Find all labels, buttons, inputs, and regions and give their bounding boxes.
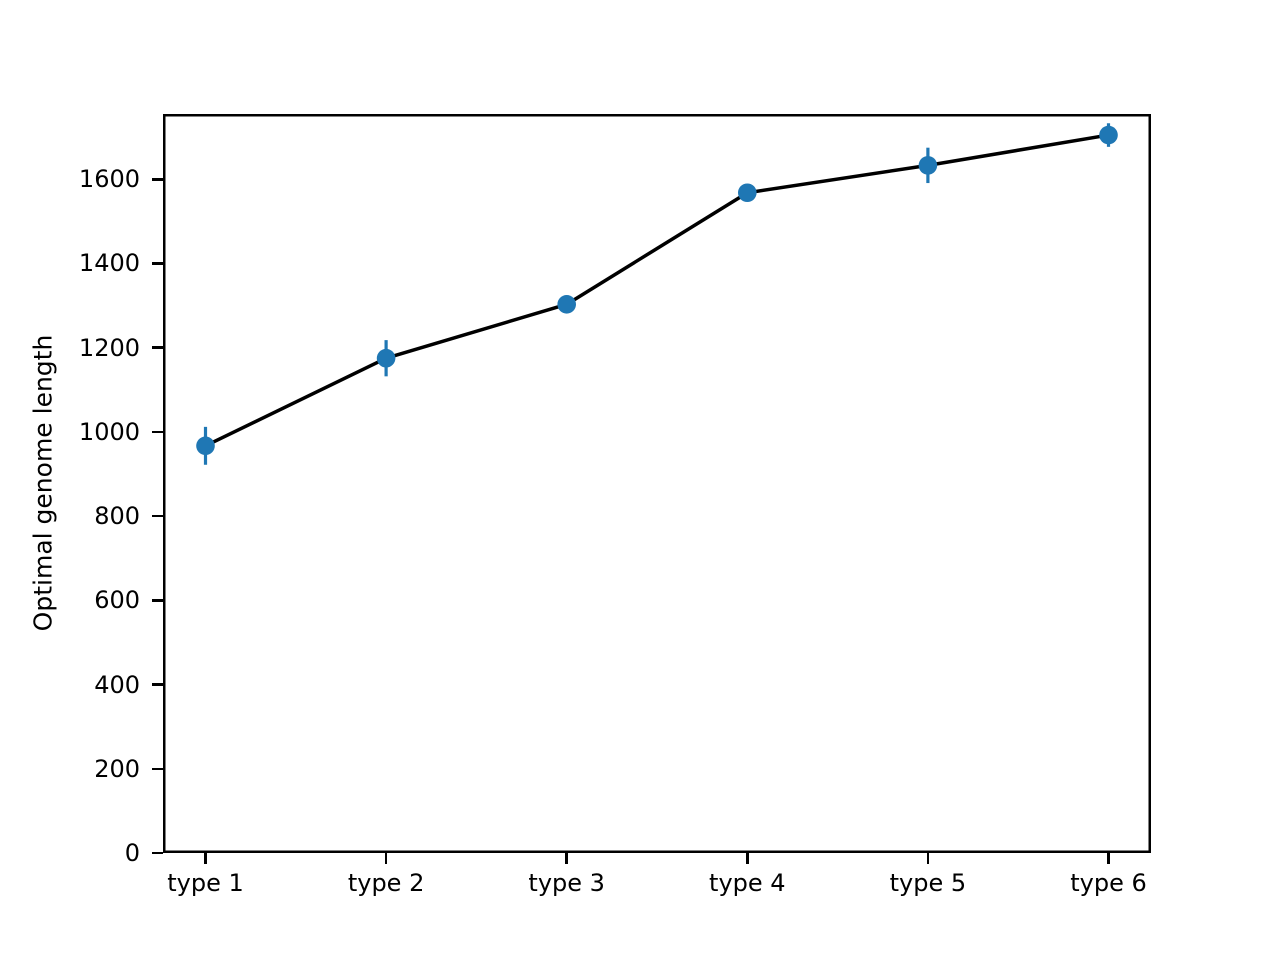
y-tick-mark (152, 851, 163, 855)
plot-area (163, 114, 1151, 853)
y-tick-mark (152, 514, 163, 518)
data-point-marker (738, 183, 757, 203)
y-tick-mark (152, 346, 163, 349)
data-point-marker (196, 436, 215, 456)
y-tick-label: 1600 (78, 165, 140, 194)
y-tick-mark (152, 430, 163, 434)
data-line (203, 133, 1111, 448)
x-tick-mark (204, 853, 207, 864)
y-tick-label: 600 (94, 586, 140, 615)
x-tick-mark (926, 853, 930, 864)
y-tick-label: 800 (94, 502, 140, 531)
x-tick-label: type 6 (1070, 869, 1147, 897)
x-tick-label: type 1 (167, 869, 244, 897)
y-tick-label: 200 (94, 754, 140, 783)
x-tick-mark (565, 853, 568, 864)
data-point-marker (557, 295, 576, 314)
x-tick-mark (384, 853, 388, 864)
axes-frame (163, 114, 1151, 853)
y-tick-mark (152, 599, 163, 602)
y-tick-label: 1200 (78, 333, 140, 362)
y-tick-label: 0 (124, 839, 140, 867)
y-tick-mark (152, 683, 163, 686)
y-axis-label: Optimal genome length (28, 334, 58, 632)
x-tick-label: type 3 (528, 869, 605, 897)
y-tick-label: 1400 (78, 249, 140, 278)
y-tick-label: 400 (94, 670, 140, 699)
chart-canvas (163, 114, 1151, 853)
y-tick-mark (152, 767, 163, 771)
y-tick-mark (152, 178, 163, 181)
x-tick-mark (746, 853, 749, 864)
data-point-marker (918, 156, 938, 175)
x-tick-mark (1107, 853, 1110, 864)
x-tick-label: type 2 (347, 869, 425, 897)
y-tick-mark (152, 262, 163, 265)
x-tick-label: type 5 (889, 869, 967, 897)
data-point-marker (376, 348, 396, 368)
y-tick-label: 1000 (78, 417, 140, 446)
x-tick-label: type 4 (709, 869, 786, 897)
data-point-marker (1099, 125, 1118, 145)
